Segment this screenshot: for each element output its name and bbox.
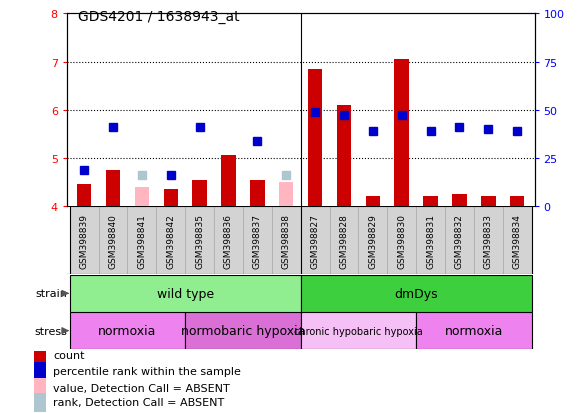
Bar xyxy=(416,206,445,275)
Text: GSM398838: GSM398838 xyxy=(282,213,290,268)
Text: wild type: wild type xyxy=(157,287,214,300)
Bar xyxy=(163,190,178,206)
Bar xyxy=(221,156,236,206)
Bar xyxy=(214,206,243,275)
Text: GSM398833: GSM398833 xyxy=(484,213,493,268)
Bar xyxy=(135,188,149,206)
Bar xyxy=(34,393,46,412)
Bar xyxy=(106,171,120,206)
Text: strain: strain xyxy=(35,289,67,299)
Bar xyxy=(474,206,503,275)
Bar xyxy=(301,206,329,275)
Bar xyxy=(358,206,388,275)
Text: GSM398830: GSM398830 xyxy=(397,213,406,268)
Bar xyxy=(192,180,207,206)
Bar xyxy=(34,346,46,365)
Bar xyxy=(337,106,351,206)
Bar xyxy=(99,206,127,275)
Text: GSM398841: GSM398841 xyxy=(137,213,146,268)
Bar xyxy=(77,185,91,206)
Bar xyxy=(34,362,46,381)
Text: stress: stress xyxy=(34,326,67,336)
Bar xyxy=(510,197,525,206)
Bar xyxy=(127,206,156,275)
Bar xyxy=(365,197,380,206)
Text: dmDys: dmDys xyxy=(394,287,438,300)
Text: GSM398827: GSM398827 xyxy=(311,213,320,268)
Bar xyxy=(243,206,272,275)
Bar xyxy=(445,206,474,275)
Bar xyxy=(70,313,185,349)
Text: GDS4201 / 1638943_at: GDS4201 / 1638943_at xyxy=(78,10,240,24)
Bar xyxy=(279,183,293,206)
Bar xyxy=(329,206,358,275)
Bar xyxy=(388,206,416,275)
Text: normoxia: normoxia xyxy=(444,324,503,337)
Bar xyxy=(394,60,409,206)
Text: GSM398835: GSM398835 xyxy=(195,213,204,268)
Text: chronic hypobaric hypoxia: chronic hypobaric hypoxia xyxy=(294,326,423,336)
Text: GSM398828: GSM398828 xyxy=(339,213,349,268)
Text: GSM398834: GSM398834 xyxy=(512,213,522,268)
Bar xyxy=(34,378,46,397)
Bar xyxy=(272,206,301,275)
Text: GSM398831: GSM398831 xyxy=(426,213,435,268)
Bar xyxy=(424,197,438,206)
Bar xyxy=(416,313,532,349)
Bar xyxy=(481,197,496,206)
Bar xyxy=(250,180,264,206)
Text: value, Detection Call = ABSENT: value, Detection Call = ABSENT xyxy=(53,382,229,393)
Bar xyxy=(503,206,532,275)
Text: GSM398839: GSM398839 xyxy=(80,213,89,268)
Text: GSM398840: GSM398840 xyxy=(109,213,117,268)
Bar xyxy=(301,275,532,312)
Text: GSM398837: GSM398837 xyxy=(253,213,262,268)
Text: count: count xyxy=(53,350,84,361)
Bar xyxy=(70,275,301,312)
Bar xyxy=(70,206,99,275)
Text: normobaric hypoxia: normobaric hypoxia xyxy=(181,324,305,337)
Text: GSM398836: GSM398836 xyxy=(224,213,233,268)
Bar xyxy=(185,313,301,349)
Bar xyxy=(308,70,322,206)
Bar xyxy=(452,195,467,206)
Text: normoxia: normoxia xyxy=(98,324,157,337)
Text: GSM398842: GSM398842 xyxy=(166,213,175,268)
Text: GSM398829: GSM398829 xyxy=(368,213,377,268)
Text: percentile rank within the sample: percentile rank within the sample xyxy=(53,366,241,377)
Bar xyxy=(301,313,416,349)
Text: rank, Detection Call = ABSENT: rank, Detection Call = ABSENT xyxy=(53,397,224,408)
Bar xyxy=(185,206,214,275)
Text: GSM398832: GSM398832 xyxy=(455,213,464,268)
Bar xyxy=(156,206,185,275)
